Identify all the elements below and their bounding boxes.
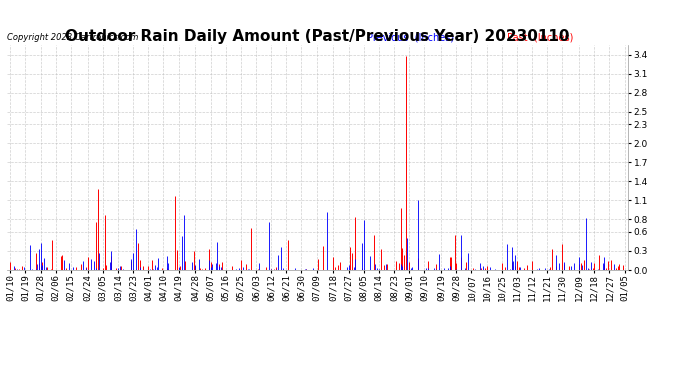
Text: Previous  (Inches): Previous (Inches) — [367, 33, 454, 43]
Text: Copyright 2023 Cartronics.com: Copyright 2023 Cartronics.com — [7, 33, 138, 42]
Text: Past  (Inches): Past (Inches) — [506, 33, 573, 43]
Title: Outdoor Rain Daily Amount (Past/Previous Year) 20230110: Outdoor Rain Daily Amount (Past/Previous… — [65, 29, 570, 44]
